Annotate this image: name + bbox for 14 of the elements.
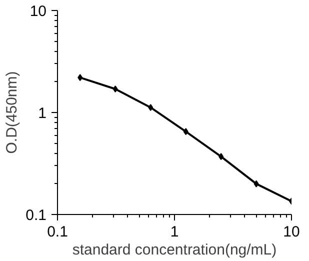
point: [254, 180, 259, 188]
point: [218, 153, 224, 160]
x-tick-label: 10: [283, 224, 300, 240]
x-axis-title: standard concentration(ng/mL): [72, 242, 277, 258]
y-tick-label: 1: [38, 105, 46, 122]
point: [183, 128, 188, 136]
y-axis-title: O.D(450nm): [4, 71, 21, 154]
point: [148, 104, 154, 111]
x-tick-label: 0.1: [47, 224, 68, 240]
y-tick-label: 0.1: [26, 207, 47, 224]
point: [112, 85, 118, 92]
x-tick-label: 1: [170, 224, 179, 240]
point: [78, 74, 83, 82]
y-tick-label: 10: [30, 3, 47, 20]
